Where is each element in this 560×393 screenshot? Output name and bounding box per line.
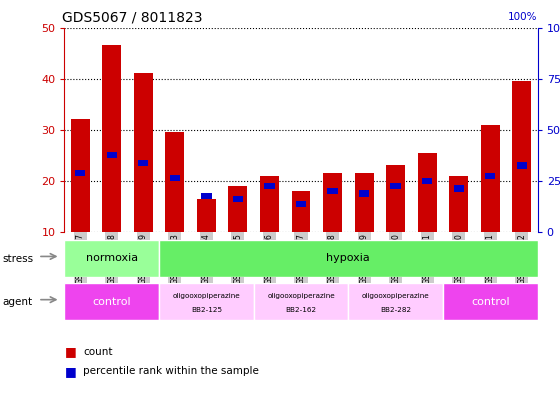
Bar <box>512 81 531 232</box>
Bar <box>354 173 374 232</box>
Bar <box>106 152 117 158</box>
Bar <box>197 198 216 232</box>
Bar <box>443 283 538 320</box>
Text: control: control <box>471 297 510 307</box>
Text: hypoxia: hypoxia <box>326 253 370 263</box>
Text: BB2-162: BB2-162 <box>286 307 316 313</box>
Bar <box>233 196 243 202</box>
Bar <box>359 191 369 196</box>
Text: ■: ■ <box>64 345 76 358</box>
Text: ■: ■ <box>64 365 76 378</box>
Bar <box>328 188 338 194</box>
Text: percentile rank within the sample: percentile rank within the sample <box>83 366 259 376</box>
Text: BB2-125: BB2-125 <box>191 307 222 313</box>
Bar <box>260 176 279 232</box>
Bar <box>228 186 248 232</box>
Bar <box>296 201 306 207</box>
Bar <box>64 240 159 277</box>
Bar <box>170 175 180 181</box>
Bar <box>254 283 348 320</box>
Bar <box>165 132 184 232</box>
Bar <box>418 152 437 232</box>
Text: agent: agent <box>3 297 33 307</box>
Text: BB2-282: BB2-282 <box>380 307 411 313</box>
Bar <box>422 178 432 184</box>
Text: oligooxopiperazine: oligooxopiperazine <box>172 293 240 299</box>
Text: normoxia: normoxia <box>86 253 138 263</box>
Text: count: count <box>83 347 113 357</box>
Bar <box>159 283 254 320</box>
Bar <box>64 283 159 320</box>
Text: oligooxopiperazine: oligooxopiperazine <box>362 293 430 299</box>
Bar <box>481 125 500 232</box>
Text: control: control <box>92 297 131 307</box>
Bar <box>292 191 310 232</box>
Text: stress: stress <box>3 253 34 264</box>
Bar <box>159 240 538 277</box>
Bar <box>348 283 443 320</box>
Bar <box>386 165 405 232</box>
Bar <box>485 173 496 179</box>
Bar <box>71 119 90 232</box>
Bar <box>323 173 342 232</box>
Bar <box>454 185 464 191</box>
Bar <box>134 73 153 232</box>
Text: GDS5067 / 8011823: GDS5067 / 8011823 <box>62 11 203 25</box>
Bar <box>449 176 468 232</box>
Bar <box>102 46 121 232</box>
Bar <box>138 160 148 166</box>
Bar <box>264 183 274 189</box>
Bar <box>201 193 212 199</box>
Text: 100%: 100% <box>508 13 538 22</box>
Bar <box>75 170 85 176</box>
Bar <box>517 162 527 169</box>
Text: oligooxopiperazine: oligooxopiperazine <box>267 293 335 299</box>
Bar <box>390 183 401 189</box>
